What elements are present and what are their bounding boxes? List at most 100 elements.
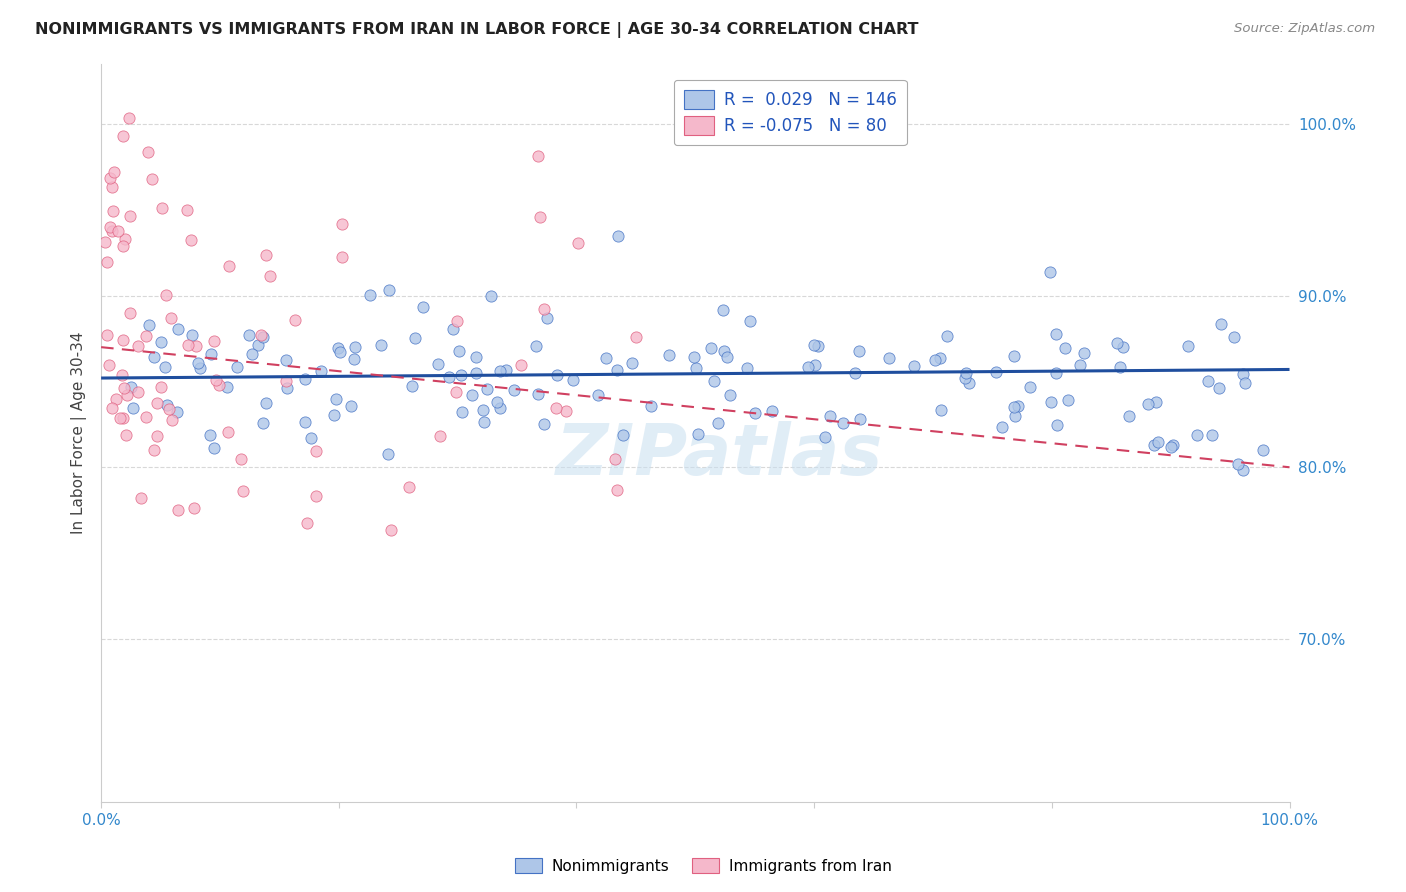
Point xyxy=(936,328,959,343)
Point xyxy=(832,416,855,430)
Point xyxy=(325,392,347,406)
Legend: Nonimmigrants, Immigrants from Iran: Nonimmigrants, Immigrants from Iran xyxy=(509,852,897,880)
Point xyxy=(640,399,662,413)
Point xyxy=(606,362,628,376)
Point xyxy=(117,111,139,125)
Point xyxy=(188,361,211,376)
Point xyxy=(129,491,152,505)
Text: NONIMMIGRANTS VS IMMIGRANTS FROM IRAN IN LABOR FORCE | AGE 30-34 CORRELATION CHA: NONIMMIGRANTS VS IMMIGRANTS FROM IRAN IN… xyxy=(35,22,918,38)
Point xyxy=(200,428,222,442)
Point xyxy=(744,406,766,420)
Point xyxy=(359,287,381,301)
Point xyxy=(127,384,149,399)
Point xyxy=(595,351,617,365)
Point xyxy=(111,368,134,383)
Point xyxy=(200,347,222,361)
Point xyxy=(1019,380,1042,394)
Point xyxy=(120,379,142,393)
Point xyxy=(533,417,555,432)
Point xyxy=(1056,392,1078,407)
Point xyxy=(208,378,231,392)
Point xyxy=(340,399,363,413)
Point xyxy=(1197,374,1219,388)
Point xyxy=(465,351,488,365)
Point xyxy=(183,500,205,515)
Point xyxy=(1073,346,1095,360)
Point xyxy=(304,489,326,503)
Point xyxy=(464,366,486,380)
Point xyxy=(115,427,138,442)
Point xyxy=(1004,409,1026,423)
Point xyxy=(202,334,225,348)
Point xyxy=(486,394,509,409)
Point xyxy=(803,338,825,352)
Point xyxy=(330,217,353,231)
Point xyxy=(112,334,135,348)
Point xyxy=(143,350,166,364)
Point xyxy=(1227,457,1250,471)
Point xyxy=(135,409,157,424)
Point xyxy=(252,416,274,430)
Point xyxy=(1007,399,1029,413)
Point xyxy=(849,412,872,426)
Point xyxy=(955,371,977,385)
Point xyxy=(472,403,495,417)
Point xyxy=(1234,376,1257,390)
Point xyxy=(536,311,558,326)
Point xyxy=(1161,437,1184,451)
Point xyxy=(1039,265,1062,279)
Point xyxy=(96,327,118,342)
Point xyxy=(606,228,628,243)
Point xyxy=(844,367,866,381)
Point xyxy=(797,360,820,375)
Point xyxy=(683,350,706,364)
Point xyxy=(1045,367,1067,381)
Point xyxy=(98,358,121,372)
Point xyxy=(957,376,980,390)
Point xyxy=(991,420,1014,434)
Point xyxy=(146,396,169,410)
Point xyxy=(586,388,609,402)
Point xyxy=(276,381,298,395)
Point xyxy=(259,268,281,283)
Point xyxy=(446,314,468,328)
Point xyxy=(311,363,333,377)
Point xyxy=(166,503,188,517)
Point xyxy=(101,204,124,219)
Point xyxy=(503,383,526,397)
Point xyxy=(761,404,783,418)
Point xyxy=(447,344,470,359)
Point xyxy=(145,429,167,443)
Point xyxy=(377,447,399,461)
Point xyxy=(138,145,160,160)
Point xyxy=(108,410,131,425)
Point xyxy=(1160,440,1182,454)
Point xyxy=(299,432,322,446)
Point xyxy=(155,288,177,302)
Point xyxy=(229,452,252,467)
Point xyxy=(706,416,728,430)
Point xyxy=(329,344,352,359)
Point xyxy=(955,366,977,380)
Point xyxy=(1002,401,1025,415)
Point xyxy=(141,172,163,186)
Point xyxy=(294,372,316,386)
Text: Source: ZipAtlas.com: Source: ZipAtlas.com xyxy=(1234,22,1375,36)
Point xyxy=(150,335,173,350)
Point xyxy=(156,398,179,412)
Point xyxy=(1136,397,1159,411)
Point xyxy=(1112,339,1135,353)
Point xyxy=(546,401,568,415)
Point xyxy=(122,401,145,416)
Point xyxy=(711,302,734,317)
Point xyxy=(120,209,142,223)
Point xyxy=(481,289,503,303)
Point xyxy=(344,340,367,354)
Point xyxy=(685,360,707,375)
Point xyxy=(804,358,827,372)
Point xyxy=(929,402,952,417)
Point xyxy=(142,442,165,457)
Point xyxy=(218,260,240,274)
Point xyxy=(716,350,738,364)
Point xyxy=(94,235,117,250)
